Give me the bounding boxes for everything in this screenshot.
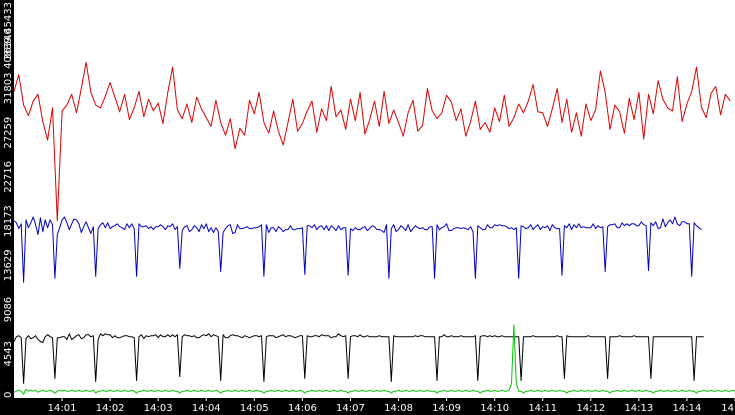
x-tick-label: 14:07	[336, 403, 365, 414]
series-line-4	[13, 324, 735, 395]
x-tick-label: 14:05	[240, 403, 269, 414]
y-tick-label: 22716	[3, 161, 14, 193]
x-tick-label: 14:08	[384, 403, 413, 414]
y-tick-label: 27259	[3, 117, 14, 149]
series-line-1	[13, 61, 731, 222]
x-tick-label: 14:01	[48, 403, 77, 414]
x-tick-label: 14:06	[288, 403, 317, 414]
x-tick-label: 14:04	[192, 403, 221, 414]
x-tick-label: 14:10	[480, 403, 509, 414]
y-tick-label: 31803	[3, 73, 14, 105]
y-tick-label: 40889.45433	[3, 2, 14, 69]
y-tick-label: 0	[3, 392, 14, 398]
y-tick-label: 9086	[3, 297, 14, 322]
y-tick-label: 13629	[3, 249, 14, 281]
x-tick-label: 14:12	[576, 403, 605, 414]
y-axis-bar	[0, 0, 14, 415]
series-line-2	[13, 216, 702, 283]
y-axis-ticks: 0 4543 9086 13629 18173 22716 27259 31803 363464…	[3, 2, 14, 398]
y-tick-label: 36346	[3, 28, 14, 60]
x-tick-label: 14:14	[673, 403, 702, 414]
x-tick-label: 14:09	[432, 403, 461, 414]
y-tick-label: 4543	[3, 341, 14, 366]
y-tick-label: 18173	[3, 205, 14, 237]
x-tick-label: 14:11	[528, 403, 557, 414]
x-axis-ticks: 14:01 14:02 14:03 14:04 14:05 14:06 14:07 14:08…	[48, 398, 735, 414]
series-line-3	[13, 333, 704, 384]
x-tick-label: 14:13	[624, 403, 653, 414]
x-tick-label: 14:02	[96, 403, 125, 414]
x-axis-bar	[0, 398, 735, 415]
x-tick-label: 14:03	[144, 403, 173, 414]
series-layer	[13, 61, 735, 395]
x-tick-label: 14	[721, 403, 734, 414]
